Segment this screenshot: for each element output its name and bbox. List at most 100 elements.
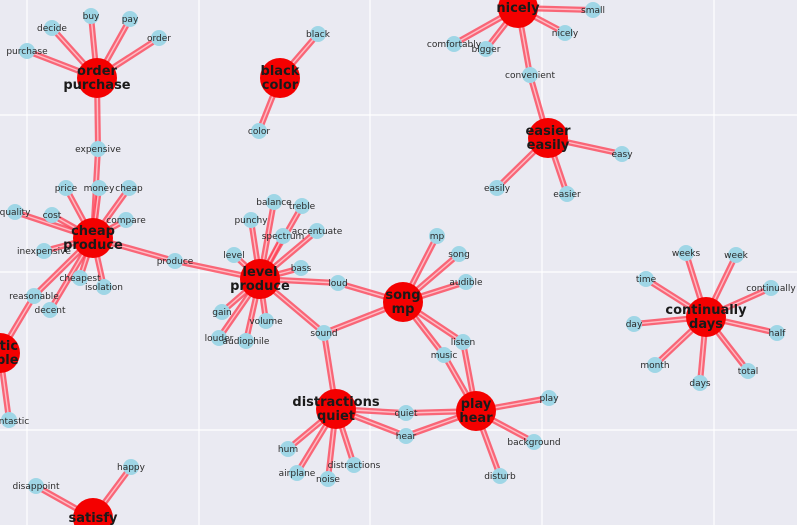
hub-node[interactable] xyxy=(77,58,117,98)
leaf-node[interactable] xyxy=(763,280,779,296)
leaf-node[interactable] xyxy=(1,412,17,428)
hub-node[interactable] xyxy=(240,259,280,299)
hub-node[interactable] xyxy=(73,498,113,525)
leaf-node[interactable] xyxy=(559,186,575,202)
leaf-node[interactable] xyxy=(226,247,242,263)
leaf-node[interactable] xyxy=(492,468,508,484)
node-label: disturb xyxy=(484,472,516,482)
leaf-node[interactable] xyxy=(44,207,60,223)
hub-label: color xyxy=(262,78,299,93)
leaf-node[interactable] xyxy=(266,194,282,210)
leaf-node[interactable] xyxy=(19,43,35,59)
hub-label: days xyxy=(689,317,723,332)
hub-label: order xyxy=(77,64,117,79)
leaf-node[interactable] xyxy=(258,313,274,329)
leaf-node[interactable] xyxy=(585,2,601,18)
node-label: nicely xyxy=(552,29,579,39)
hub-node[interactable] xyxy=(383,282,423,322)
hub-node[interactable] xyxy=(686,297,726,337)
leaf-node[interactable] xyxy=(678,245,694,261)
leaf-node[interactable] xyxy=(83,8,99,24)
leaf-node[interactable] xyxy=(626,316,642,332)
hub-node[interactable] xyxy=(456,391,496,431)
node-label: buy xyxy=(83,12,100,22)
leaf-node[interactable] xyxy=(557,25,573,41)
leaf-node[interactable] xyxy=(647,357,663,373)
leaf-node[interactable] xyxy=(90,141,106,157)
node-label: bass xyxy=(291,264,312,274)
node-label: reasonable xyxy=(9,292,59,302)
leaf-node[interactable] xyxy=(238,333,254,349)
leaf-node[interactable] xyxy=(243,212,259,228)
leaf-node[interactable] xyxy=(638,271,654,287)
leaf-node[interactable] xyxy=(436,347,452,363)
leaf-node[interactable] xyxy=(151,30,167,46)
leaf-node[interactable] xyxy=(28,478,44,494)
hub-node[interactable] xyxy=(316,389,356,429)
leaf-node[interactable] xyxy=(614,146,630,162)
leaf-node[interactable] xyxy=(280,441,296,457)
leaf-node[interactable] xyxy=(692,375,708,391)
leaf-node[interactable] xyxy=(26,288,42,304)
leaf-node[interactable] xyxy=(316,325,332,341)
leaf-node[interactable] xyxy=(36,243,52,259)
leaf-node[interactable] xyxy=(58,180,74,196)
hub-node[interactable] xyxy=(498,0,538,28)
node-label: convenient xyxy=(505,71,555,81)
hub-label: produce xyxy=(230,279,290,294)
leaf-node[interactable] xyxy=(72,270,88,286)
hub-node[interactable] xyxy=(73,218,113,258)
leaf-node[interactable] xyxy=(346,457,362,473)
leaf-node[interactable] xyxy=(541,390,557,406)
node-label: disappoint xyxy=(12,482,60,492)
leaf-node[interactable] xyxy=(167,253,183,269)
node-label: comfortably xyxy=(427,40,482,50)
leaf-node[interactable] xyxy=(96,279,112,295)
node-label: price xyxy=(55,184,78,194)
leaf-node[interactable] xyxy=(122,11,138,27)
leaf-node[interactable] xyxy=(451,246,467,262)
leaf-node[interactable] xyxy=(293,260,309,276)
leaf-node[interactable] xyxy=(211,330,227,346)
node-label: quality xyxy=(0,208,31,218)
leaf-node[interactable] xyxy=(310,26,326,42)
leaf-node[interactable] xyxy=(251,123,267,139)
hub-node[interactable] xyxy=(260,58,300,98)
node-label: noise xyxy=(316,475,340,485)
leaf-node[interactable] xyxy=(398,428,414,444)
leaf-node[interactable] xyxy=(123,459,139,475)
node-label: inexpensive xyxy=(17,247,71,257)
leaf-node[interactable] xyxy=(455,334,471,350)
leaf-node[interactable] xyxy=(42,302,58,318)
leaf-node[interactable] xyxy=(91,180,107,196)
node-label: music xyxy=(431,351,458,361)
leaf-node[interactable] xyxy=(320,471,336,487)
leaf-node[interactable] xyxy=(398,405,414,421)
leaf-node[interactable] xyxy=(44,20,60,36)
node-label: weeks xyxy=(672,249,701,259)
leaf-node[interactable] xyxy=(330,275,346,291)
leaf-node[interactable] xyxy=(309,223,325,239)
leaf-node[interactable] xyxy=(289,465,305,481)
leaf-node[interactable] xyxy=(214,304,230,320)
node-label: week xyxy=(724,251,748,261)
leaf-node[interactable] xyxy=(740,363,756,379)
leaf-node[interactable] xyxy=(478,41,494,57)
leaf-node[interactable] xyxy=(769,325,785,341)
hub-node[interactable] xyxy=(0,333,20,373)
leaf-node[interactable] xyxy=(458,274,474,290)
leaf-node[interactable] xyxy=(7,204,23,220)
leaf-node[interactable] xyxy=(121,180,137,196)
leaf-node[interactable] xyxy=(118,212,134,228)
hub-node[interactable] xyxy=(528,118,568,158)
leaf-node[interactable] xyxy=(489,180,505,196)
leaf-node[interactable] xyxy=(728,247,744,263)
leaf-node[interactable] xyxy=(429,228,445,244)
node-label: cheap xyxy=(115,184,143,194)
leaf-node[interactable] xyxy=(294,198,310,214)
leaf-node[interactable] xyxy=(526,434,542,450)
leaf-node[interactable] xyxy=(522,67,538,83)
leaf-node[interactable] xyxy=(275,228,291,244)
leaf-node[interactable] xyxy=(446,36,462,52)
